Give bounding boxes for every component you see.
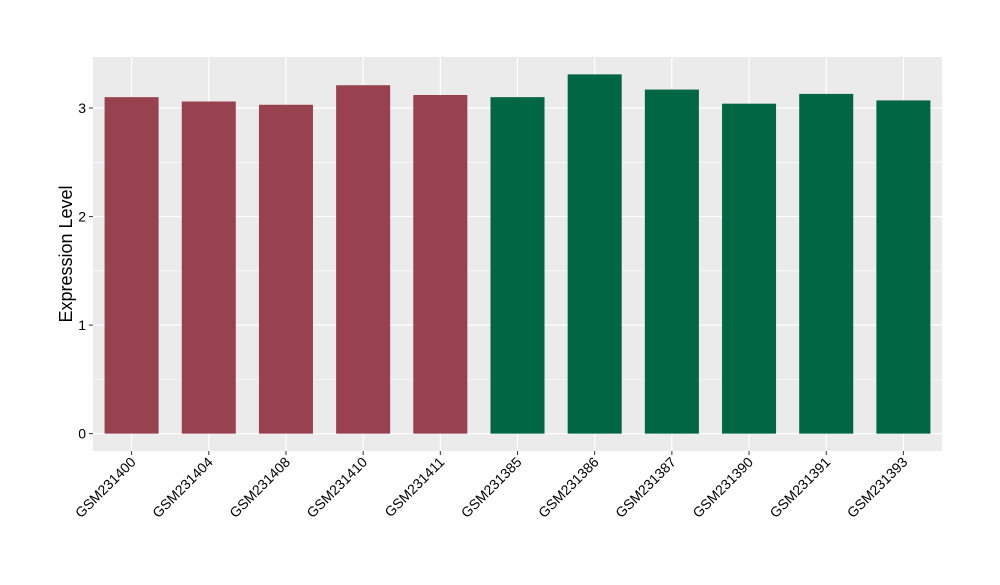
y-tick-label: 0: [78, 426, 86, 442]
y-tick-label: 3: [78, 100, 86, 116]
bar-GSM231411: [413, 94, 468, 434]
x-tick-label: GSM231385: [458, 454, 525, 521]
y-axis-title: Expression Level: [56, 185, 76, 322]
bar-GSM231385: [490, 97, 545, 434]
bar-GSM231386: [567, 74, 622, 434]
bar-GSM231400: [104, 97, 159, 434]
x-tick-label: GSM231386: [535, 454, 602, 521]
x-tick-label: GSM231393: [844, 454, 911, 521]
y-axis: 0 1 2 3: [78, 100, 93, 442]
bar-GSM231404: [181, 101, 236, 434]
x-tick-label: GSM231391: [766, 454, 833, 521]
bar-GSM231390: [722, 103, 777, 434]
bar-GSM231393: [876, 100, 931, 434]
x-tick-label: GSM231387: [612, 454, 679, 521]
x-tick-label: GSM231410: [303, 454, 370, 521]
y-tick-label: 1: [78, 317, 86, 333]
x-tick-label: GSM231411: [381, 454, 447, 520]
x-axis: GSM231400 GSM231404 GSM231408 GSM231410 GSM2…: [72, 451, 911, 521]
bar-GSM231387: [644, 89, 699, 434]
x-tick-label: GSM231400: [72, 454, 139, 521]
bar-GSM231410: [336, 85, 391, 434]
bar-GSM231391: [799, 93, 854, 434]
x-tick-label: GSM231404: [149, 454, 216, 521]
bar-GSM231408: [258, 104, 313, 434]
x-tick-label: GSM231408: [226, 454, 293, 521]
y-tick-label: 2: [78, 209, 86, 225]
bars-group: [104, 74, 931, 434]
x-tick-label: GSM231390: [689, 454, 756, 521]
